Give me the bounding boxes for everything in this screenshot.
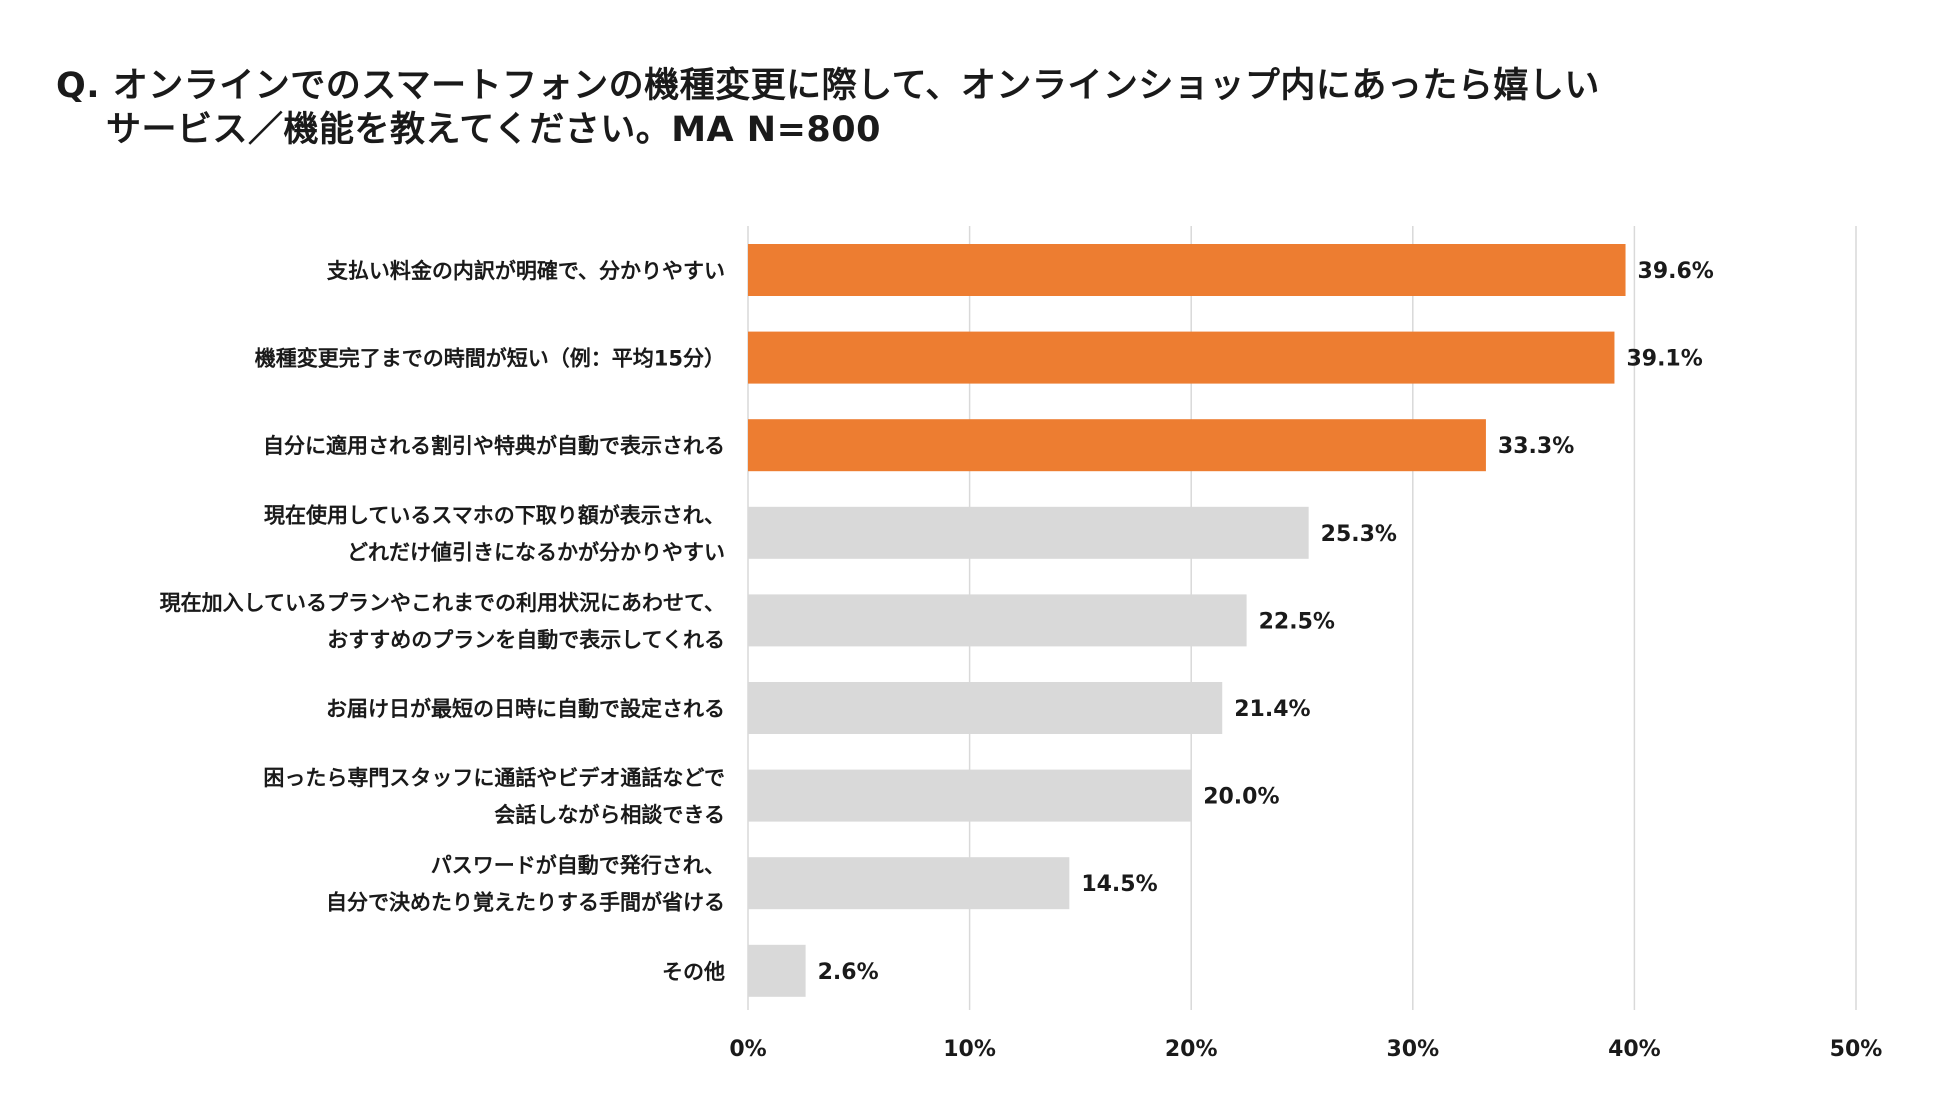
category-label-9: その他 xyxy=(662,960,725,984)
bar-1 xyxy=(748,244,1626,296)
x-tick-label: 20% xyxy=(1165,1037,1218,1062)
value-label-8: 14.5% xyxy=(1081,872,1157,897)
category-label-line: 現在加入しているプランやこれまでの利用状況にあわせて、 xyxy=(160,591,725,615)
x-tick-label: 30% xyxy=(1386,1037,1439,1062)
value-label-4: 25.3% xyxy=(1321,522,1397,547)
category-label-line: おすすめのプランを自動で表示してくれる xyxy=(327,628,725,652)
bar-4 xyxy=(748,506,1309,559)
category-label-line: 自分で決めたり覚えたりする手間が省ける xyxy=(326,891,725,915)
bar-6 xyxy=(748,682,1223,734)
category-label-line: 支払い料金の内訳が明確で、分かりやすい xyxy=(327,259,725,283)
category-label-7: 困ったら専門スタッフに通話やビデオ通話などで会話しながら相談できる xyxy=(263,766,725,827)
x-axis-ticks: 0% 10% 20% 30% 40% 50% xyxy=(729,1037,1882,1062)
x-tick-label: 40% xyxy=(1608,1037,1661,1062)
value-labels: 39.6% 39.1% 33.3% 25.3% 22.5% 21.4% 20.0% 14.5%… xyxy=(818,259,1714,985)
chart-title-line2: サービス／機能を教えてください。MA N=800 xyxy=(106,110,881,150)
bar-3 xyxy=(748,419,1486,472)
chart-title: Q. オンラインでのスマートフォンの機種変更に際して、オンラインショップ内にあっ… xyxy=(56,64,1856,152)
category-label-1: 支払い料金の内訳が明確で、分かりやすい xyxy=(327,259,725,283)
category-label-line: パスワードが自動で発行され、 xyxy=(431,854,725,878)
category-label-8: パスワードが自動で発行され、自分で決めたり覚えたりする手間が省ける xyxy=(326,854,725,915)
bars xyxy=(748,244,1626,997)
bar-9 xyxy=(748,944,806,997)
category-label-line: 機種変更完了までの時間が短い（例：平均15分） xyxy=(255,347,725,371)
value-label-9: 2.6% xyxy=(818,960,879,985)
category-label-line: お届け日が最短の日時に自動で設定される xyxy=(326,697,725,721)
x-tick-label: 10% xyxy=(943,1037,996,1062)
category-label-4: 現在使用しているスマホの下取り額が表示され、どれだけ値引きになるかが分かりやすい xyxy=(264,503,725,564)
bar-8 xyxy=(748,857,1070,910)
value-label-6: 21.4% xyxy=(1234,697,1310,722)
bar-5 xyxy=(748,594,1247,647)
category-label-2: 機種変更完了までの時間が短い（例：平均15分） xyxy=(255,347,725,371)
category-label-5: 現在加入しているプランやこれまでの利用状況にあわせて、おすすめのプランを自動で表… xyxy=(160,591,725,652)
category-label-line: 困ったら専門スタッフに通話やビデオ通話などで xyxy=(263,766,725,790)
category-label-6: お届け日が最短の日時に自動で設定される xyxy=(326,697,725,721)
bar-2 xyxy=(748,331,1615,384)
category-label-3: 自分に適用される割引や特典が自動で表示される xyxy=(263,434,725,458)
x-tick-label: 0% xyxy=(729,1037,766,1062)
value-label-2: 39.1% xyxy=(1626,347,1702,372)
value-label-5: 22.5% xyxy=(1259,609,1335,634)
bar-7 xyxy=(748,769,1192,822)
category-labels: 支払い料金の内訳が明確で、分かりやすい機種変更完了までの時間が短い（例：平均15… xyxy=(160,259,725,984)
category-label-line: 会話しながら相談できる xyxy=(494,803,725,827)
category-label-line: その他 xyxy=(662,960,725,984)
category-label-line: どれだけ値引きになるかが分かりやすい xyxy=(347,540,725,564)
value-label-3: 33.3% xyxy=(1498,434,1574,459)
value-label-7: 20.0% xyxy=(1203,785,1279,810)
x-tick-label: 50% xyxy=(1830,1037,1883,1062)
category-label-line: 自分に適用される割引や特典が自動で表示される xyxy=(263,434,725,458)
category-label-line: 現在使用しているスマホの下取り額が表示され、 xyxy=(264,503,725,527)
value-label-1: 39.6% xyxy=(1638,259,1714,284)
chart-title-line1: Q. オンラインでのスマートフォンの機種変更に際して、オンラインショップ内にあっ… xyxy=(56,66,1600,106)
